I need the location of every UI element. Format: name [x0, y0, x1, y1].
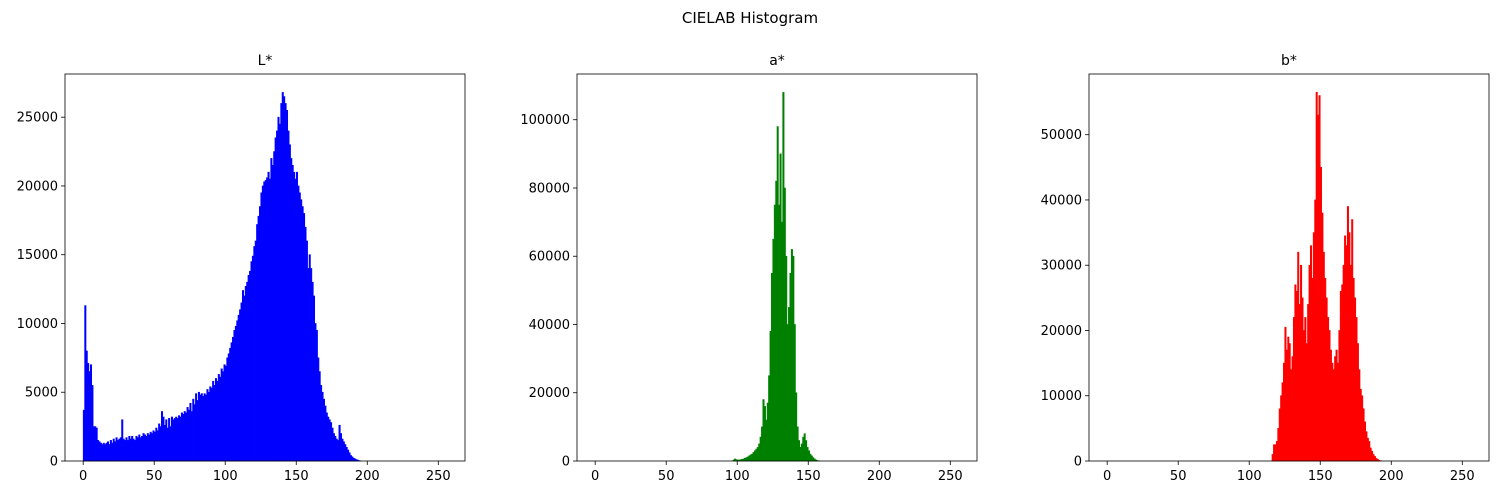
y-tick-label: 20000: [17, 179, 58, 194]
x-tick-label: 150: [1308, 469, 1333, 484]
y-tick-label: 0: [50, 455, 58, 470]
axes-frame: [64, 73, 466, 462]
y-tick-label: 20000: [1041, 324, 1082, 339]
x-tick-label: 250: [938, 469, 963, 484]
y-tick-label: 20000: [529, 386, 570, 401]
y-tick-label: 10000: [1041, 389, 1082, 404]
y-tick-label: 5000: [25, 386, 58, 401]
x-tick-label: 100: [725, 469, 750, 484]
x-tick-label: 0: [79, 469, 87, 484]
x-tick-label: 50: [146, 469, 163, 484]
y-tick-label: 100000: [520, 113, 570, 128]
x-tick-label: 50: [1170, 469, 1187, 484]
x-tick-label: 50: [658, 469, 675, 484]
y-tick-label: 15000: [17, 248, 58, 263]
subplot-title: L*: [258, 53, 273, 69]
x-tick-label: 150: [796, 469, 821, 484]
x-tick-label: 150: [284, 469, 309, 484]
x-tick-label: 0: [591, 469, 599, 484]
y-tick-label: 40000: [1041, 193, 1082, 208]
axes-frame: [1088, 73, 1490, 462]
x-tick-label: 250: [426, 469, 451, 484]
y-tick-label: 60000: [529, 250, 570, 265]
x-tick-label: 200: [867, 469, 892, 484]
x-tick-label: 100: [213, 469, 238, 484]
y-tick-label: 80000: [529, 181, 570, 196]
subplot-title: b*: [1281, 53, 1297, 69]
x-tick-label: 200: [1379, 469, 1404, 484]
y-tick-label: 30000: [1041, 259, 1082, 274]
x-tick-label: 0: [1103, 469, 1111, 484]
x-tick-label: 100: [1237, 469, 1262, 484]
figure-title: CIELAB Histogram: [682, 9, 818, 27]
y-tick-label: 10000: [17, 317, 58, 332]
subplot-title: a*: [769, 53, 785, 69]
x-tick-label: 200: [355, 469, 380, 484]
subplot: a* 0 50 100 150 200 250 0 20000 40000 60000 80000 10…: [520, 53, 978, 484]
axes-frame: [576, 73, 978, 462]
y-tick-label: 25000: [17, 111, 58, 126]
subplot: L* 0 50 100 150 200 250 0 5000 10000 15000 20000 250…: [17, 53, 466, 484]
y-tick-label: 0: [1074, 455, 1082, 470]
subplot: b* 0 50 100 150 200 250 0 10000 20000 30000 40000 50…: [1041, 53, 1490, 484]
y-tick-label: 0: [562, 455, 570, 470]
y-tick-label: 50000: [1041, 128, 1082, 143]
x-tick-label: 250: [1450, 469, 1475, 484]
y-tick-label: 40000: [529, 318, 570, 333]
